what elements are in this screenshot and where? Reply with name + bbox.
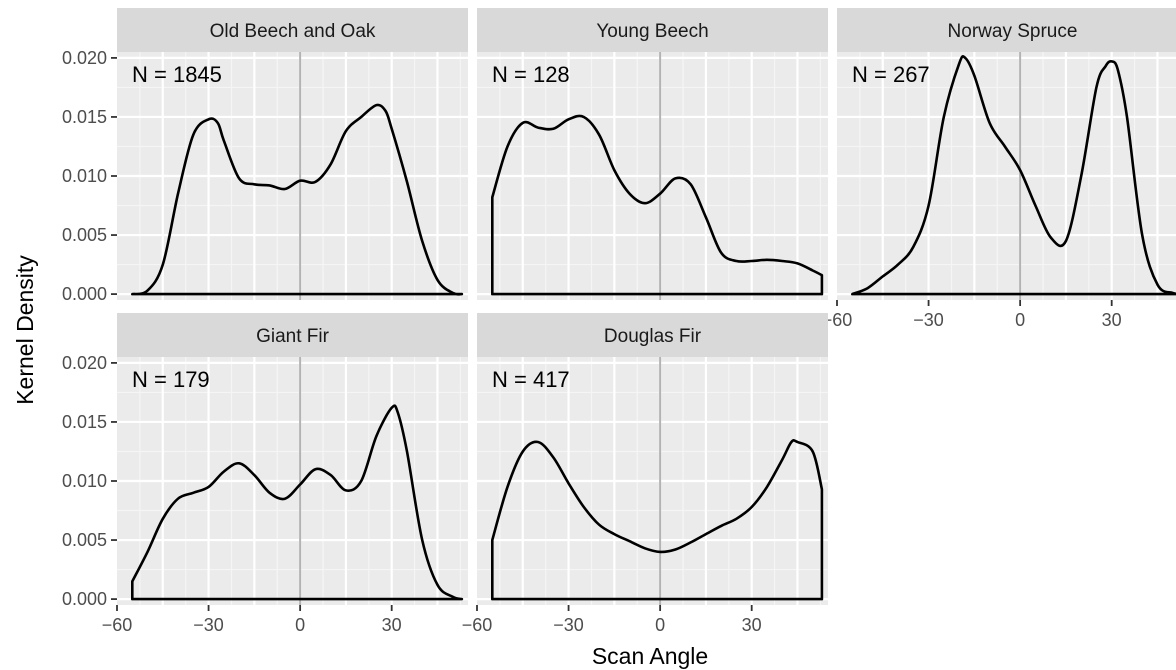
sample-size-label: N = 417 xyxy=(492,367,570,392)
density-curve xyxy=(131,103,464,296)
y-tick-label: 0.000 xyxy=(62,589,107,609)
y-tick-label: 0.005 xyxy=(62,225,107,245)
facet-panel: Young Beech N = 128 xyxy=(477,8,828,300)
x-tick-label: 0 xyxy=(655,615,665,635)
facet-title: Giant Fir xyxy=(256,326,330,347)
facet-title: Old Beech and Oak xyxy=(210,21,376,42)
density-curve xyxy=(851,55,1176,296)
facet-strip xyxy=(837,8,1176,52)
x-axis-title: Scan Angle xyxy=(592,643,708,669)
facet-title: Douglas Fir xyxy=(604,326,702,347)
x-tick-label: 30 xyxy=(742,615,762,635)
x-tick-label: 0 xyxy=(295,615,305,635)
y-tick-label: 0.005 xyxy=(62,530,107,550)
y-tick-label: 0.010 xyxy=(62,166,107,186)
x-tick-label: −60 xyxy=(462,615,493,635)
facet-title: Young Beech xyxy=(596,21,708,42)
facet-strip xyxy=(477,313,828,357)
sample-size-label: N = 267 xyxy=(852,62,930,87)
y-tick-label: 0.020 xyxy=(62,48,107,68)
y-tick-label: 0.000 xyxy=(62,284,107,304)
facet-strip xyxy=(117,313,468,357)
facet-panel: Giant Fir N = 179 0.000 0.005 0.010 0.015 0.02… xyxy=(62,313,468,635)
sample-size-label: N = 1845 xyxy=(132,62,222,87)
x-tick-label: 30 xyxy=(1102,310,1122,330)
facet-panel: Douglas Fir N = 417 −60 −30 0 30 xyxy=(462,313,828,635)
facet-title: Norway Spruce xyxy=(948,21,1078,42)
x-tick-label: −60 xyxy=(102,615,133,635)
facet-panel: Old Beech and Oak N = 1845 0.000 0.005 0.010… xyxy=(62,8,468,304)
x-tick-label: 30 xyxy=(382,615,402,635)
y-tick-label: 0.015 xyxy=(62,107,107,127)
y-tick-label: 0.010 xyxy=(62,471,107,491)
x-tick-label: −30 xyxy=(553,615,584,635)
density-curve xyxy=(491,114,824,296)
y-axis-title: Kernel Density xyxy=(12,255,38,405)
panels-layer: Old Beech and Oak N = 1845 0.000 0.005 0.010… xyxy=(62,8,1176,635)
density-curve xyxy=(131,404,464,601)
facet-panel: Norway Spruce N = 267 −60 −30 0 30 xyxy=(822,8,1176,330)
sample-size-label: N = 179 xyxy=(132,367,210,392)
x-tick-label: −60 xyxy=(822,310,853,330)
density-curve xyxy=(491,439,824,601)
x-tick-label: 0 xyxy=(1015,310,1025,330)
facet-strip xyxy=(117,8,468,52)
x-tick-label: −30 xyxy=(193,615,224,635)
x-tick-label: −30 xyxy=(913,310,944,330)
facet-strip xyxy=(477,8,828,52)
y-tick-label: 0.015 xyxy=(62,412,107,432)
y-tick-label: 0.020 xyxy=(62,353,107,373)
sample-size-label: N = 128 xyxy=(492,62,570,87)
